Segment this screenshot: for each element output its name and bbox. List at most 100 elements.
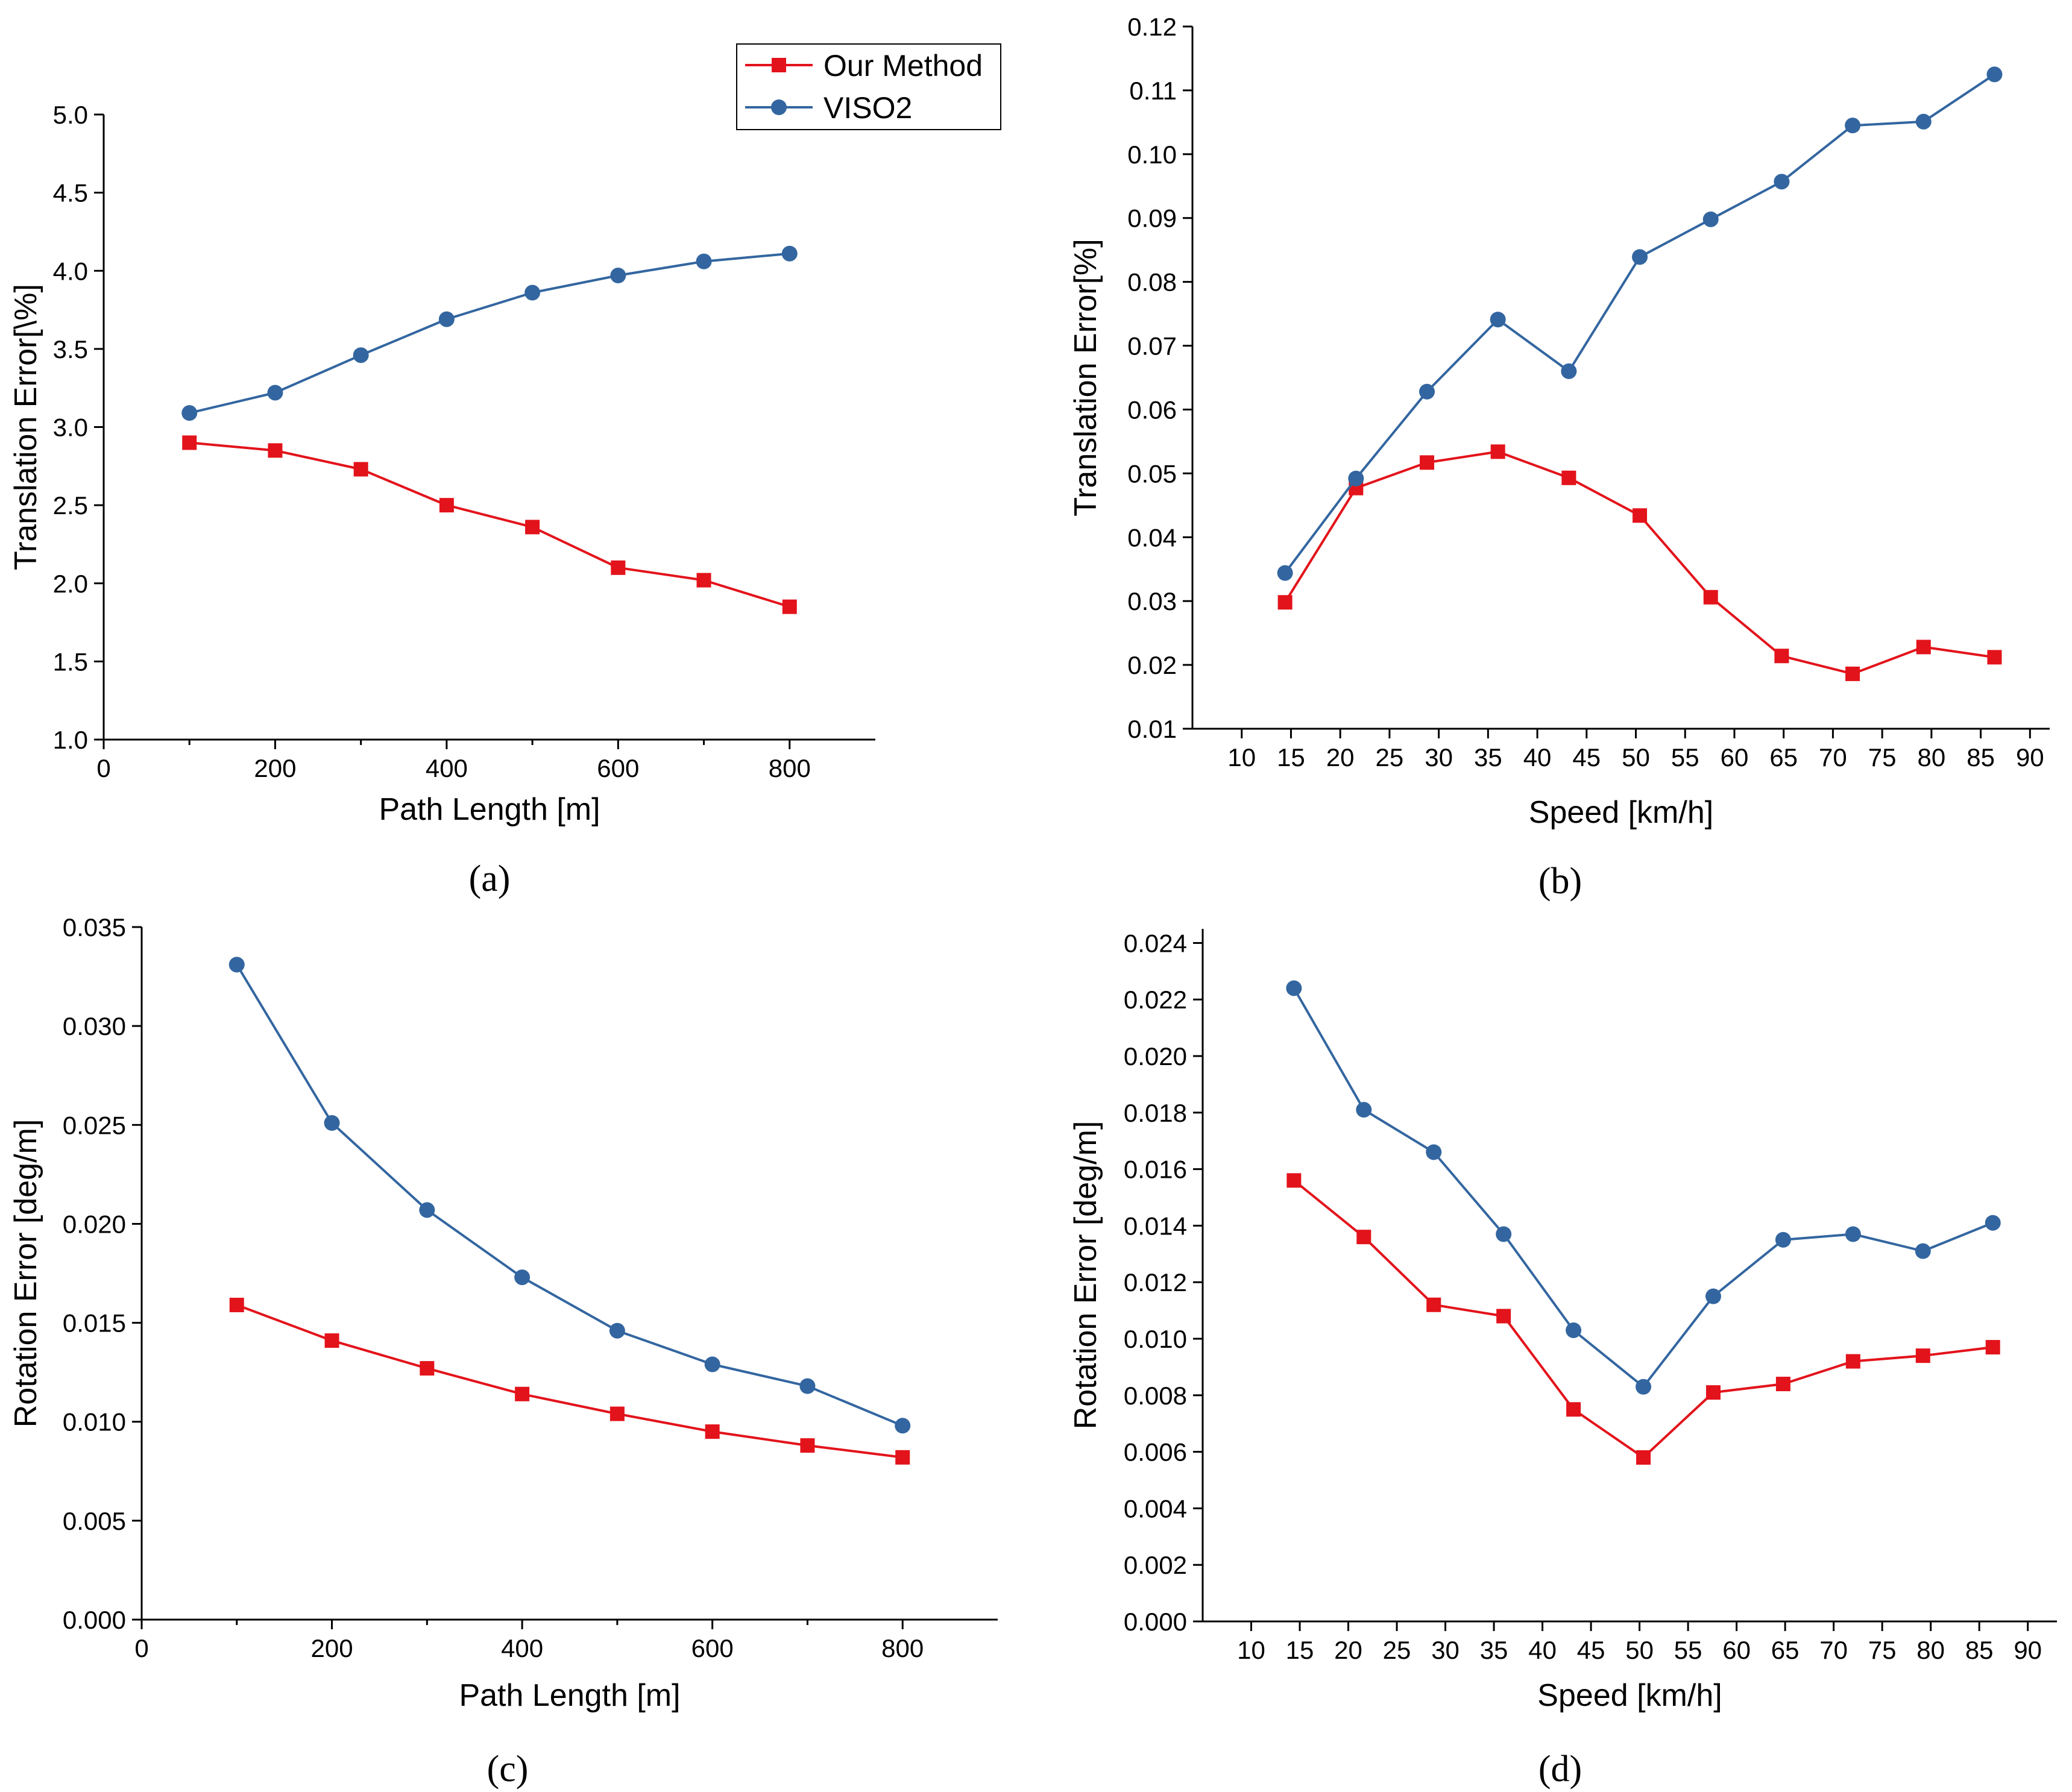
series-line-viso2 — [1293, 987, 1994, 1388]
chart-panel-b: 0.01 0.02 0.03 0.04 0.05 0.06 0.07 0.08 0.09 0.10… — [1068, 13, 2050, 902]
y-tick-label: 0.018 — [1124, 1099, 1187, 1127]
data-point-our-method — [1705, 1385, 1721, 1400]
y-tick-label: 0.09 — [1127, 204, 1177, 233]
data-point-viso2 — [1775, 1231, 1791, 1248]
data-point-viso2 — [1490, 312, 1506, 328]
data-point-viso2 — [1705, 1288, 1721, 1304]
data-point-our-method — [1985, 1340, 2000, 1355]
x-tick-label: 10 — [1237, 1636, 1265, 1664]
x-tick-label: 85 — [1965, 1636, 1994, 1664]
y-tick-label: 3.0 — [53, 413, 88, 442]
y-tick-label: 0.015 — [63, 1309, 126, 1338]
y-tick-label: 0.03 — [1127, 587, 1177, 615]
data-point-our-method — [525, 520, 540, 535]
panel-caption: (d) — [1538, 1749, 1582, 1790]
y-tick-label: 0.012 — [1124, 1268, 1187, 1297]
x-tick-label: 200 — [254, 754, 296, 782]
x-tick-label: 50 — [1625, 1636, 1654, 1664]
data-point-our-method — [895, 1450, 910, 1465]
y-tick-label: 0.000 — [63, 1606, 126, 1634]
data-point-viso2 — [267, 385, 283, 401]
y-tick-label: 0.01 — [1127, 715, 1177, 743]
chart-panel-d: 0.000 0.002 0.004 0.006 0.008 0.010 0.012 0.014… — [1068, 929, 2057, 1790]
data-point-viso2 — [895, 1418, 911, 1434]
data-point-our-method — [439, 498, 454, 513]
series-line-our-method — [1283, 450, 1995, 675]
data-point-our-method — [1490, 444, 1505, 459]
x-tick-label: 65 — [1771, 1636, 1800, 1664]
y-tick-label: 3.5 — [53, 335, 88, 363]
data-point-viso2 — [1426, 1144, 1442, 1160]
data-point-viso2 — [1561, 363, 1577, 379]
data-point-viso2 — [1356, 1102, 1372, 1118]
data-point-viso2 — [419, 1202, 435, 1218]
data-point-our-method — [1845, 1354, 1860, 1369]
series-line-viso2 — [189, 252, 790, 415]
chart-panel-c: 0.000 0.005 0.010 0.015 0.020 0.025 0.030 0.035… — [8, 913, 998, 1790]
y-tick-label: 0.016 — [1124, 1155, 1187, 1184]
y-tick-label: 0.022 — [1124, 986, 1187, 1014]
series-line-our-method — [1293, 1179, 1993, 1459]
x-tick-label: 200 — [311, 1634, 353, 1662]
data-point-viso2 — [1845, 118, 1861, 134]
data-point-our-method — [1703, 589, 1718, 605]
x-tick-label: 55 — [1674, 1636, 1702, 1664]
y-axis-label: Rotation Error [deg/m] — [1068, 1121, 1103, 1430]
chart-panel-a: 1.0 1.5 2.0 2.5 3.0 3.5 4.0 4.5 5.0 0 200 400 600 800… — [8, 101, 875, 899]
y-tick-label: 0.020 — [63, 1210, 126, 1238]
data-point-viso2 — [1348, 470, 1364, 486]
x-tick-label: 20 — [1326, 743, 1355, 772]
y-tick-label: 0.030 — [63, 1012, 126, 1040]
data-point-our-method — [1775, 1377, 1790, 1392]
legend-marker-viso2 — [771, 99, 787, 115]
data-point-our-method — [1561, 470, 1576, 485]
series-line-viso2 — [1284, 73, 1995, 574]
data-point-viso2 — [1419, 383, 1435, 400]
data-point-our-method — [324, 1333, 339, 1348]
x-tick-label: 800 — [881, 1634, 924, 1662]
data-point-our-method — [1420, 455, 1435, 470]
x-tick-label: 85 — [1967, 743, 1995, 772]
y-tick-label: 0.005 — [63, 1507, 126, 1535]
data-point-viso2 — [1915, 1243, 1931, 1259]
data-point-viso2 — [610, 268, 626, 284]
data-point-our-method — [800, 1438, 815, 1453]
y-tick-label: 5.0 — [53, 101, 88, 129]
data-point-viso2 — [1632, 249, 1648, 265]
x-tick-label: 30 — [1425, 743, 1453, 772]
legend-label-viso2: VISO2 — [823, 91, 912, 125]
data-point-viso2 — [228, 957, 245, 973]
data-point-viso2 — [1845, 1226, 1861, 1242]
y-tick-label: 0.05 — [1127, 459, 1177, 488]
x-axis-label: Speed [km/h] — [1529, 795, 1713, 830]
y-tick-label: 0.002 — [1124, 1551, 1187, 1579]
panel-caption: (c) — [487, 1749, 529, 1790]
data-point-viso2 — [781, 245, 798, 262]
x-tick-label: 40 — [1523, 743, 1552, 772]
x-tick-label: 15 — [1277, 743, 1305, 772]
y-tick-label: 0.035 — [63, 913, 126, 942]
x-tick-label: 30 — [1431, 1636, 1460, 1664]
data-point-our-method — [705, 1424, 720, 1439]
x-axis-label: Path Length [m] — [379, 792, 600, 827]
data-point-our-method — [609, 1406, 625, 1421]
data-point-our-method — [1356, 1230, 1371, 1245]
data-point-our-method — [1426, 1297, 1441, 1312]
y-axis-label: Rotation Error [deg/m] — [8, 1119, 43, 1428]
data-point-viso2 — [1277, 565, 1293, 581]
y-tick-label: 0.11 — [1129, 77, 1177, 105]
data-point-viso2 — [1566, 1322, 1582, 1338]
x-tick-label: 600 — [597, 754, 639, 782]
data-point-our-method — [1633, 508, 1648, 523]
y-tick-label: 1.0 — [53, 726, 88, 754]
data-point-our-method — [420, 1361, 435, 1376]
x-tick-label: 55 — [1671, 743, 1699, 772]
x-tick-label: 90 — [2014, 1636, 2042, 1664]
data-point-viso2 — [1496, 1226, 1512, 1242]
data-point-our-method — [1916, 640, 1931, 655]
data-point-viso2 — [1636, 1379, 1652, 1395]
x-tick-label: 45 — [1577, 1636, 1605, 1664]
y-tick-label: 0.12 — [1127, 13, 1177, 41]
y-tick-label: 0.024 — [1124, 929, 1187, 957]
